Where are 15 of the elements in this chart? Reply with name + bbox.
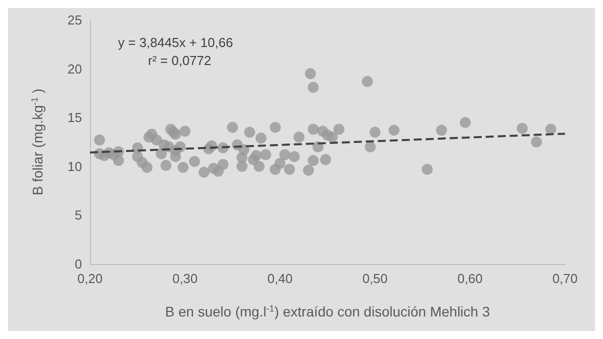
x-tick-label: 0,70	[552, 271, 578, 286]
y-tick-label: 0	[74, 256, 82, 272]
y-tick-label: 10	[68, 158, 82, 174]
y-axis-title: B foliar (mg.kg-1 )	[30, 88, 46, 196]
annotation: r² = 0,0772	[148, 53, 212, 68]
x-tick-label: 0,50	[362, 271, 388, 286]
y-tick-label: 25	[68, 12, 82, 28]
y-tick-label: 20	[68, 61, 82, 76]
x-tick-label: 0,30	[172, 271, 198, 286]
x-tick-label: 0,40	[267, 271, 293, 286]
x-tick-label: 0,60	[457, 271, 483, 286]
x-tick-label: 0,20	[77, 271, 103, 286]
y-tick-label: 15	[68, 110, 82, 126]
y-tick-label: 5	[74, 208, 82, 223]
annotation: y = 3,8445x + 10,66	[118, 35, 233, 50]
